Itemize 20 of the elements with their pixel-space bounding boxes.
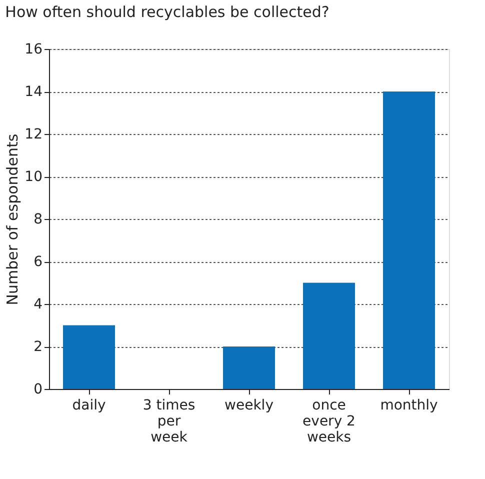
- bar: [303, 282, 355, 389]
- y-tick-label: 14: [24, 84, 43, 100]
- y-tick-label: 8: [34, 212, 42, 228]
- x-tick-label: daily: [72, 398, 106, 414]
- x-tick-label: 3 times per week: [142, 398, 196, 446]
- bar: [63, 325, 115, 389]
- y-tick-label: 2: [34, 339, 42, 355]
- y-tick-label: 0: [34, 382, 42, 398]
- y-axis-title: Number of espondents: [4, 134, 22, 306]
- x-tick-label: weekly: [224, 398, 274, 414]
- y-tick-label: 4: [34, 296, 43, 312]
- x-tick-label: monthly: [380, 398, 438, 414]
- y-tick-label: 16: [24, 42, 43, 58]
- bar: [223, 346, 275, 389]
- y-tick-label: 6: [34, 254, 43, 270]
- y-tick-label: 10: [24, 169, 42, 185]
- bar: [383, 92, 435, 389]
- chart-title: How often should recyclables be collected?: [5, 3, 330, 21]
- x-tick-label: once every 2 weeks: [302, 398, 356, 446]
- y-tick-label: 12: [24, 126, 42, 142]
